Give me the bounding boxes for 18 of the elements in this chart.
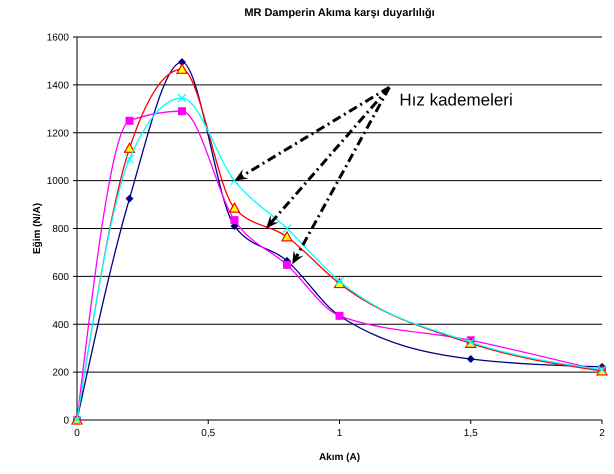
x-tick-label: 2 xyxy=(599,428,606,439)
y-tick-label: 1000 xyxy=(46,176,70,188)
annotation: Hız kademeleri xyxy=(399,90,513,110)
y-tick-label: 600 xyxy=(52,272,70,283)
y-tick-label: 200 xyxy=(52,368,70,379)
chart-title: MR Damperin Akıma karşı duyarlılığı xyxy=(244,7,435,19)
y-tick-label: 0 xyxy=(63,416,70,426)
y-tick-label: 1600 xyxy=(46,32,70,44)
y-axis-title: Eğim (N/A) xyxy=(32,202,43,254)
x-tick-label: 0 xyxy=(74,428,80,439)
y-tick-label: 800 xyxy=(52,224,70,235)
x-axis-title: Akım (A) xyxy=(318,452,360,463)
x-tick-label: 1,5 xyxy=(464,428,478,439)
y-tick-label: 1200 xyxy=(46,128,70,140)
y-tick-label: 1400 xyxy=(46,80,70,92)
y-tick-label: 400 xyxy=(52,320,70,331)
x-tick-label: 1 xyxy=(336,428,343,439)
x-tick-label: 0,5 xyxy=(201,428,216,439)
